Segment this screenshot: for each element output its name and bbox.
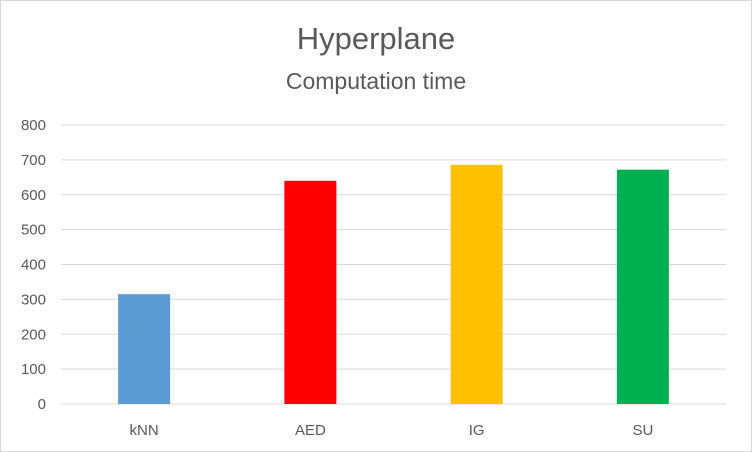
y-tick-label: 300 [21, 291, 46, 308]
y-tick-label: 400 [21, 257, 46, 274]
y-tick-label: 600 [21, 187, 46, 204]
chart-title: Hyperplane [296, 21, 456, 56]
chart-subtitle: Computation time [285, 68, 467, 94]
y-tick-label: 500 [21, 222, 46, 239]
bar-su [616, 169, 669, 404]
y-tick-label: 200 [21, 326, 46, 343]
y-tick-label: 100 [21, 361, 46, 378]
x-tick-label-su: SU [632, 422, 653, 439]
y-tick-label: 800 [21, 117, 46, 134]
bar-ig [450, 164, 503, 404]
x-tick-label-aed: AED [295, 422, 326, 439]
y-tick-label: 0 [38, 396, 46, 413]
x-tick-label-knn: kNN [130, 422, 159, 439]
y-tick-label: 700 [21, 152, 46, 169]
x-tick-label-ig: IG [469, 422, 485, 439]
bar-knn [118, 294, 171, 404]
bar-aed [284, 180, 337, 404]
